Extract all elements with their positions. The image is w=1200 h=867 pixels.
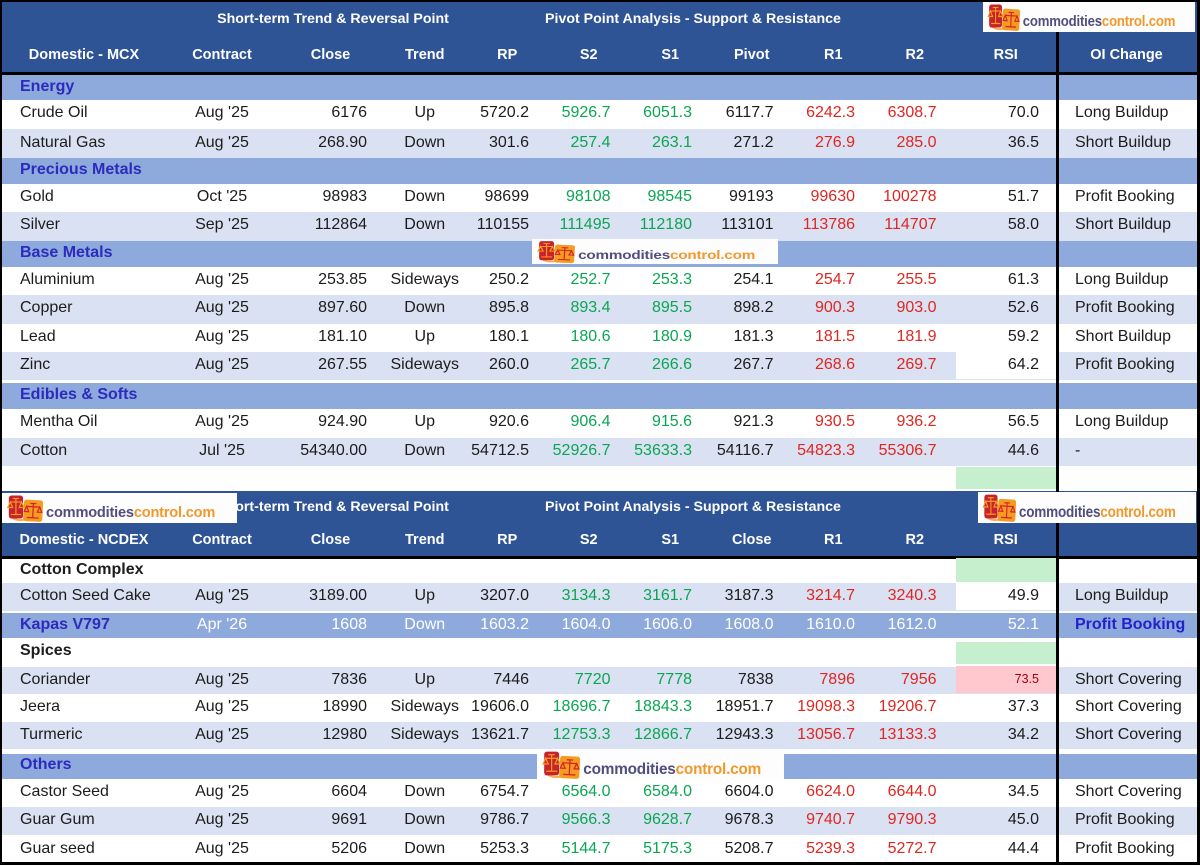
svg-text:commoditiescontrol.com: commoditiescontrol.com xyxy=(1023,12,1176,29)
svg-text:commoditiescontrol.com: commoditiescontrol.com xyxy=(1019,504,1176,521)
svg-text:commoditiescontrol.com: commoditiescontrol.com xyxy=(578,247,755,261)
svg-text:commoditiescontrol.com: commoditiescontrol.com xyxy=(46,505,215,521)
svg-text:commoditiescontrol.com: commoditiescontrol.com xyxy=(583,761,761,778)
